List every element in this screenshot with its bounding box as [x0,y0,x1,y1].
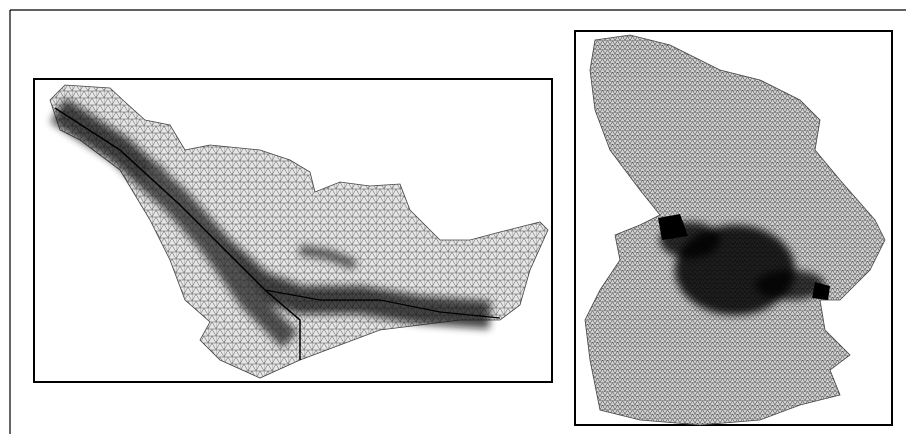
river [54,107,301,360]
dense-core [812,282,830,300]
left-panel [33,78,553,383]
river [264,289,501,319]
dense-mesh [660,222,825,315]
dense-core [658,214,688,240]
right-panel [574,30,893,426]
